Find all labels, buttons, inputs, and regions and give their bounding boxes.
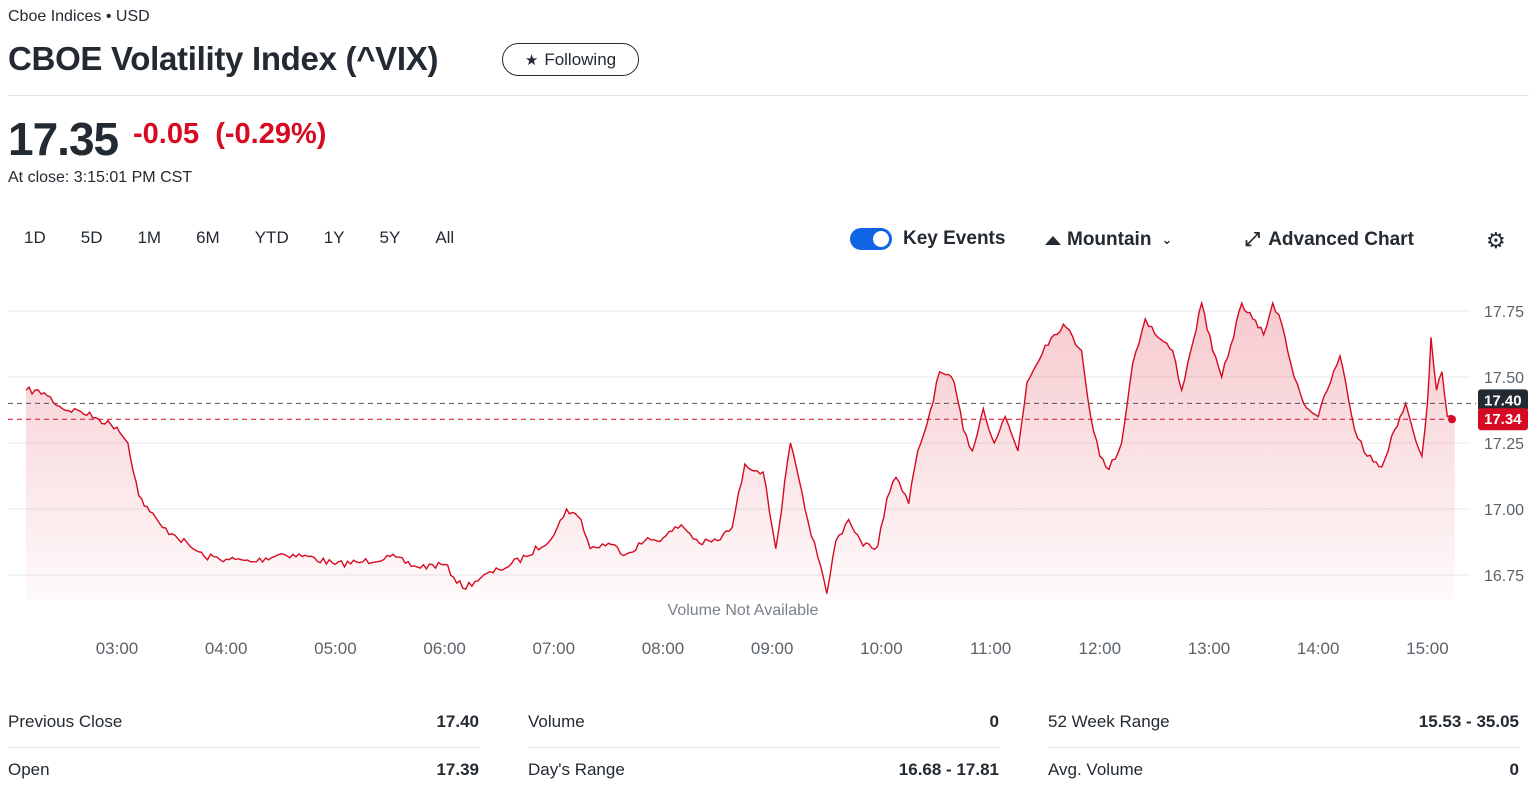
range-tab-6m[interactable]: 6M	[196, 228, 220, 247]
chevron-down-icon: ⌄	[1161, 232, 1173, 247]
y-tick-label: 16.75	[1484, 568, 1524, 585]
x-tick-label: 11:00	[970, 639, 1011, 658]
stats-col-1: Previous Close 17.40 Open 17.39	[8, 700, 479, 796]
expand-icon: ⤢	[1245, 229, 1261, 250]
range-tabs: 1D 5D 1M 6M YTD 1Y 5Y All	[14, 226, 479, 250]
stat-label: 52 Week Range	[1048, 712, 1170, 731]
volume-note: Volume Not Available	[668, 602, 819, 619]
following-button[interactable]: ★ Following	[502, 43, 639, 76]
x-tick-label: 13:00	[1188, 639, 1231, 658]
last-value-badge-label: 17.34	[1484, 411, 1522, 428]
range-tab-1d[interactable]: 1D	[24, 228, 46, 247]
advanced-chart-label: Advanced Chart	[1268, 229, 1414, 250]
range-tab-1m[interactable]: 1M	[137, 228, 162, 247]
price-line	[25, 300, 1456, 594]
stat-value: 15.53 - 35.05	[1418, 712, 1519, 731]
following-label: Following	[544, 49, 617, 69]
x-tick-label: 10:00	[860, 639, 903, 658]
change-value: -0.05	[133, 118, 200, 150]
stats-col-2: Volume 0 Day's Range 16.68 - 17.81	[528, 700, 999, 796]
previous-close-badge-label: 17.40	[1484, 392, 1522, 409]
x-tick-label: 12:00	[1079, 639, 1122, 658]
x-tick-label: 15:00	[1406, 639, 1449, 658]
divider	[8, 95, 1529, 96]
x-tick-label: 05:00	[314, 639, 357, 658]
x-tick-label: 07:00	[533, 639, 576, 658]
x-tick-label: 04:00	[205, 639, 248, 658]
stat-label: Avg. Volume	[1048, 760, 1144, 779]
price-chart[interactable]: 17.75 17.50 17.25 17.00 16.75 03:00 04:00 05:0…	[0, 280, 1534, 680]
stat-value: 17.39	[436, 760, 479, 779]
chart-type-dropdown[interactable]: Mountain ⌄	[1045, 229, 1172, 251]
stat-row: Volume 0	[528, 700, 999, 748]
chart-type-label: Mountain	[1067, 229, 1152, 250]
page-title: CBOE Volatility Index (^VIX)	[8, 40, 439, 77]
x-tick-label: 08:00	[642, 639, 685, 658]
y-tick-label: 17.00	[1484, 502, 1524, 519]
key-events-label: Key Events	[903, 228, 1006, 249]
range-tab-1y[interactable]: 1Y	[323, 228, 345, 247]
stat-label: Open	[8, 760, 50, 779]
x-tick-label: 14:00	[1297, 639, 1340, 658]
quote-price: 17.35	[8, 113, 119, 165]
range-tab-all[interactable]: All	[435, 228, 455, 247]
stat-label: Volume	[528, 712, 585, 731]
last-value-dot	[1448, 415, 1456, 424]
previous-close-badge	[1478, 389, 1528, 412]
advanced-chart-button[interactable]: ⤢ Advanced Chart	[1245, 229, 1414, 251]
x-tick-label: 09:00	[751, 639, 794, 658]
gear-icon[interactable]: ⚙	[1486, 228, 1506, 253]
y-tick-label: 17.50	[1484, 370, 1524, 387]
close-timestamp: At close: 3:15:01 PM CST	[8, 169, 193, 186]
stat-row: Avg. Volume 0	[1048, 748, 1519, 796]
stat-row: Open 17.39	[8, 748, 479, 796]
stat-label: Previous Close	[8, 712, 123, 731]
stats-col-3: 52 Week Range 15.53 - 35.05 Avg. Volume 0	[1048, 700, 1519, 796]
exchange-line: Cboe Indices • USD	[8, 8, 150, 25]
last-value-badge	[1478, 408, 1528, 431]
stat-row: 52 Week Range 15.53 - 35.05	[1048, 700, 1519, 748]
star-icon: ★	[524, 51, 539, 69]
price-area	[26, 303, 1455, 600]
range-tab-5d[interactable]: 5D	[80, 228, 103, 247]
range-tab-5y[interactable]: 5Y	[379, 228, 401, 247]
change-percent: (-0.29%)	[215, 118, 327, 150]
stat-label: Day's Range	[528, 760, 625, 779]
x-tick-label: 03:00	[96, 639, 139, 658]
range-tab-ytd[interactable]: YTD	[254, 228, 289, 247]
stat-value: 0	[1509, 760, 1519, 779]
stat-value: 16.68 - 17.81	[898, 760, 999, 779]
stat-row: Day's Range 16.68 - 17.81	[528, 748, 999, 796]
key-events-toggle[interactable]	[850, 228, 892, 250]
y-tick-label: 17.75	[1484, 304, 1524, 321]
mountain-icon	[1045, 235, 1061, 245]
quote-change: -0.05 (-0.29%)	[133, 118, 326, 151]
x-tick-label: 06:00	[423, 639, 466, 658]
y-tick-label: 17.25	[1484, 436, 1524, 453]
stat-row: Previous Close 17.40	[8, 700, 479, 748]
stat-value: 17.40	[436, 712, 479, 731]
stat-value: 0	[989, 712, 999, 731]
